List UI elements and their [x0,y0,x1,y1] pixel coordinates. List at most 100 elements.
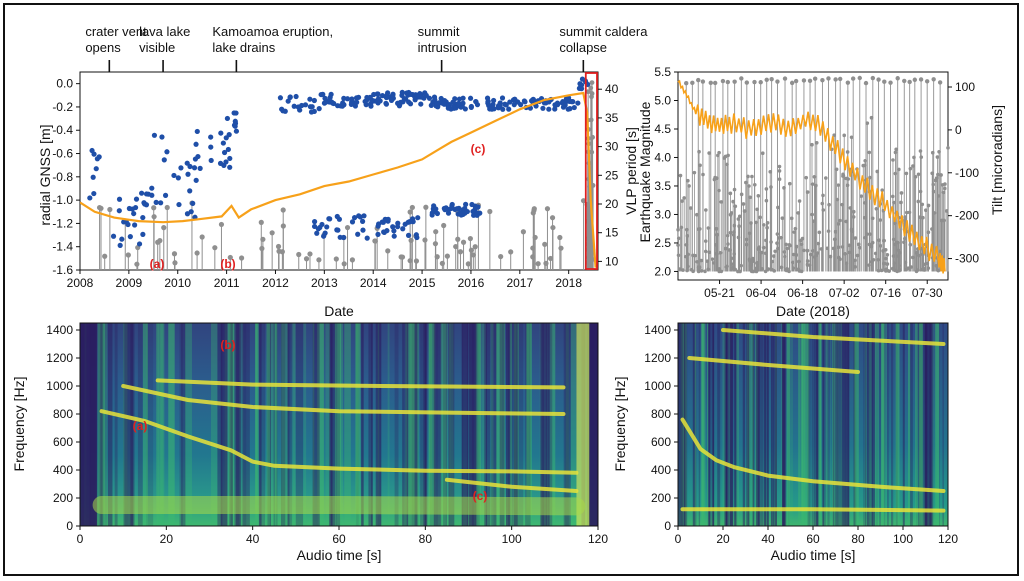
vlp-point [208,134,214,140]
tr-quake-point [884,256,888,261]
bl-stripe [429,323,435,526]
vlp-point [355,231,361,237]
bl-xtick-label: 0 [77,532,84,546]
bl-stripe [420,323,427,526]
quake-point [409,204,415,211]
bl-stripe [506,323,511,526]
quake-point [535,261,541,267]
tr-quake-point [842,133,847,138]
vlp-point [359,218,366,224]
tr-big-quake-point [708,80,713,86]
bl-stripe [100,323,104,526]
quake-point [194,250,200,256]
vlp-point [528,98,535,104]
quake-point [333,256,339,262]
tr-quake-point [679,225,684,230]
vlp-point [223,159,229,165]
quake-point [269,230,275,236]
br-ytick-label: 0 [664,519,671,533]
br-stripe [753,323,755,526]
br-stripe [883,323,886,526]
br-stripe [752,323,755,526]
br-stripe [824,323,826,526]
br-stripe [749,323,752,526]
quake-point [544,206,551,212]
vlp-point [462,106,468,112]
tr-quake-point [787,181,792,186]
quake-point [303,256,310,262]
bl-stripe [217,323,223,526]
quake-point [218,221,225,228]
tr-quake-point [703,239,708,243]
tr-quake-point [760,151,765,156]
br-stripe [854,323,856,526]
quake-point [465,261,471,267]
br-ytick-label: 200 [651,491,671,505]
vlp-point [227,164,233,170]
br-xtick-label: 80 [851,532,865,546]
tr-quake-point [918,189,923,194]
tr-quake-point [715,232,719,237]
tr-quake-point [762,223,766,227]
vlp-point [507,99,513,105]
vlp-point [140,214,146,221]
tr-quake-point [832,133,836,137]
tr-axes: 05-21 06-04 06-18 07-02 07-16 07-30 2.0 2.5 3.0 3… [654,65,979,300]
tr-quake-point [689,267,694,272]
tl-xtick-label: 2016 [458,276,485,290]
br-stripe [853,323,857,526]
br-stripe [754,323,758,526]
bl-ylabel: Frequency [Hz] [11,377,27,472]
vlp-point [404,90,410,96]
tr-quake-point [759,250,764,255]
tr-big-quake-point [837,76,843,82]
bl-stripe [500,323,505,526]
br-stripe [775,323,778,526]
br-stripe [863,323,866,526]
bl-stripe [158,323,163,526]
vlp-point [309,104,315,110]
tr-big-quake-point [876,77,881,82]
tr-quake-point [684,227,689,232]
vlp-point [515,99,521,105]
vlp-point [349,96,355,102]
vlp-point [463,201,469,207]
bl-stripe [328,323,333,526]
br-stripe [790,323,793,526]
vlp-point [390,92,396,99]
tr-quake-point [780,216,785,220]
bl-stripe [330,323,335,526]
vlp-point [233,128,240,134]
bl-stripe [128,323,134,526]
br-stripe [931,323,935,526]
br-stripe [702,323,706,526]
tr-quake-point [676,236,681,241]
bl-stripe [394,323,399,526]
vlp-point [158,200,164,206]
br-stripe [879,323,881,526]
vlp-point [161,157,167,163]
br-stripe [736,323,739,526]
tl-xlabel: Date [324,303,354,319]
tr-big-quake-point [882,79,887,84]
vlp-point [570,99,576,105]
marker-c-spec: (c) [473,489,488,503]
quake-point [487,208,493,215]
tr-quake-point [792,252,796,257]
quake-point [531,206,537,212]
bl-stripe [130,323,135,526]
tr-quake-point [736,217,741,221]
tr-big-quake-point [684,81,689,86]
tr-xtick-label: 05-21 [704,286,735,300]
quake-point [550,224,556,231]
br-stripe [833,323,837,526]
br-stripe [942,323,944,526]
bl-dark-end [589,323,598,526]
vlp-point [116,208,122,214]
bl-stripe [471,323,477,526]
vlp-point [522,99,528,105]
tl-xtick-label: 2013 [311,276,338,290]
br-stripe [734,323,736,526]
tr-quake-point [926,203,931,208]
